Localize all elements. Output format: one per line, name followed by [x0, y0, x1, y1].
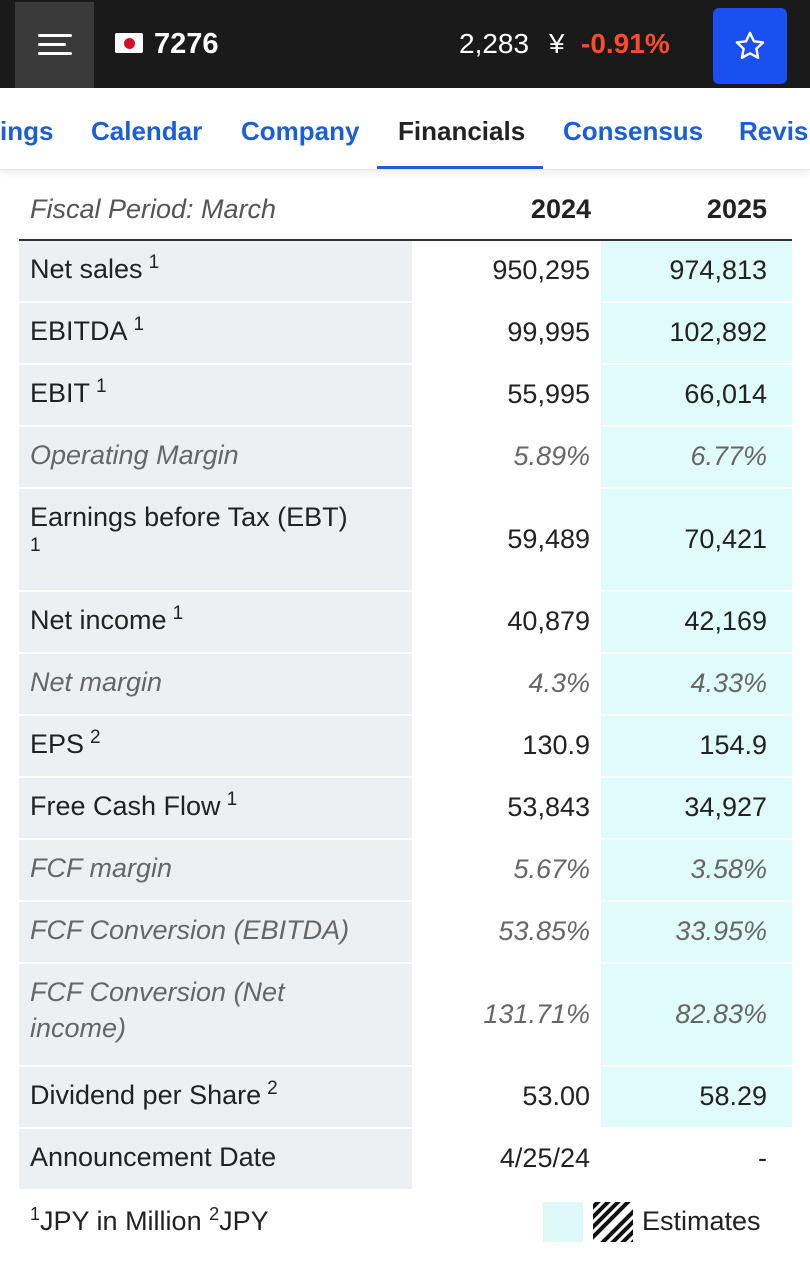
value-2025: - — [758, 1143, 767, 1173]
units-footnote: 1JPY in Million 2JPY — [30, 1204, 269, 1236]
table-row: Earnings before Tax (EBT) 1 59,489 70,421 — [19, 489, 792, 592]
year-column-header: 2025 — [706, 194, 767, 224]
value-2024: 59,489 — [507, 524, 590, 554]
value-2025: 102,892 — [669, 317, 767, 347]
row-label: Operating Margin — [19, 427, 412, 487]
table-header: Fiscal Period: March 2024 2025 — [19, 178, 792, 241]
table-row: Announcement Date 4/25/24 - — [19, 1129, 792, 1191]
row-label: EBIT 1 — [19, 365, 412, 425]
active-tab-indicator — [377, 166, 543, 169]
star-icon — [735, 31, 765, 59]
value-2024: 53.85% — [498, 916, 590, 946]
fiscal-period-label: Fiscal Period: March — [30, 194, 277, 224]
value-2024: 99,995 — [507, 317, 590, 347]
tab-revisions[interactable]: Revisi — [739, 116, 810, 146]
estimates-legend-label: Estimates — [642, 1206, 761, 1236]
table-row: Dividend per Share 2 53.00 58.29 — [19, 1067, 792, 1129]
table-row: Net income 1 40,879 42,169 — [19, 592, 792, 654]
row-label: FCF Conversion (Net income) — [19, 964, 412, 1065]
financials-table: Fiscal Period: March 2024 2025 Net sales… — [19, 178, 792, 1191]
table-row: EBITDA 1 99,995 102,892 — [19, 303, 792, 365]
year-column-header: 2024 — [530, 194, 591, 224]
row-label: Dividend per Share 2 — [19, 1067, 412, 1127]
table-row: Free Cash Flow 1 53,843 34,927 — [19, 778, 792, 840]
row-label: EBITDA 1 — [19, 303, 412, 363]
top-bar: 7276 2,283 ¥ -0.91% — [0, 0, 810, 88]
value-2025: 42,169 — [684, 606, 767, 636]
value-2024: 5.67% — [513, 854, 590, 884]
value-2024: 131.71% — [483, 999, 590, 1029]
value-2024: 5.89% — [513, 441, 590, 471]
value-2025: 3.58% — [690, 854, 767, 884]
value-2025: 82.83% — [675, 999, 767, 1029]
hatch-pattern-icon — [593, 1202, 633, 1242]
row-label: Net income 1 — [19, 592, 412, 652]
value-2025: 66,014 — [684, 379, 767, 409]
section-tabs: ings Calendar Company Financials Consens… — [0, 88, 810, 170]
row-label: FCF Conversion (EBITDA) — [19, 902, 412, 962]
table-row: Net sales 1 950,295 974,813 — [19, 241, 792, 303]
table-row: EPS 2 130.9 154.9 — [19, 716, 792, 778]
row-label: Earnings before Tax (EBT) 1 — [19, 489, 412, 590]
menu-button[interactable] — [15, 2, 94, 88]
japan-flag-icon — [115, 33, 143, 53]
row-label: Announcement Date — [19, 1129, 412, 1189]
tab-company[interactable]: Company — [241, 116, 360, 146]
tab-financials[interactable]: Financials — [398, 116, 526, 146]
stock-price: 2,283 — [459, 28, 530, 59]
tab-calendar[interactable]: Calendar — [91, 116, 203, 146]
value-2024: 55,995 — [507, 379, 590, 409]
table-row: FCF Conversion (Net income) 131.71% 82.8… — [19, 964, 792, 1067]
estimates-swatch — [543, 1202, 583, 1242]
value-2024: 950,295 — [492, 255, 590, 285]
row-label: Net margin — [19, 654, 412, 714]
table-row: Operating Margin 5.89% 6.77% — [19, 427, 792, 489]
tab-earnings[interactable]: ings — [0, 116, 54, 146]
watchlist-button[interactable] — [713, 8, 787, 84]
table-row: FCF Conversion (EBITDA) 53.85% 33.95% — [19, 902, 792, 964]
value-2025: 154.9 — [699, 730, 767, 760]
value-2025: 4.33% — [690, 668, 767, 698]
table-row: FCF margin 5.67% 3.58% — [19, 840, 792, 902]
tab-consensus[interactable]: Consensus — [563, 116, 704, 146]
currency-symbol: ¥ — [549, 28, 565, 59]
value-2024: 53.00 — [522, 1081, 590, 1111]
price-change: -0.91% — [581, 28, 670, 59]
row-label: Free Cash Flow 1 — [19, 778, 412, 838]
value-2024: 130.9 — [522, 730, 590, 760]
value-2025: 34,927 — [684, 792, 767, 822]
value-2024: 4.3% — [528, 668, 590, 698]
ticker-symbol: 7276 — [154, 28, 219, 60]
table-row: EBIT 1 55,995 66,014 — [19, 365, 792, 427]
value-2024: 53,843 — [507, 792, 590, 822]
value-2024: 4/25/24 — [499, 1143, 590, 1173]
value-2024: 40,879 — [507, 606, 590, 636]
row-label: EPS 2 — [19, 716, 412, 776]
row-label: Net sales 1 — [19, 241, 412, 301]
value-2025: 6.77% — [690, 441, 767, 471]
value-2025: 58.29 — [699, 1081, 767, 1111]
table-row: Net margin 4.3% 4.33% — [19, 654, 792, 716]
value-2025: 33.95% — [675, 916, 767, 946]
row-label: FCF margin — [19, 840, 412, 900]
hamburger-icon — [37, 34, 72, 56]
value-2025: 70,421 — [684, 524, 767, 554]
value-2025: 974,813 — [669, 255, 767, 285]
